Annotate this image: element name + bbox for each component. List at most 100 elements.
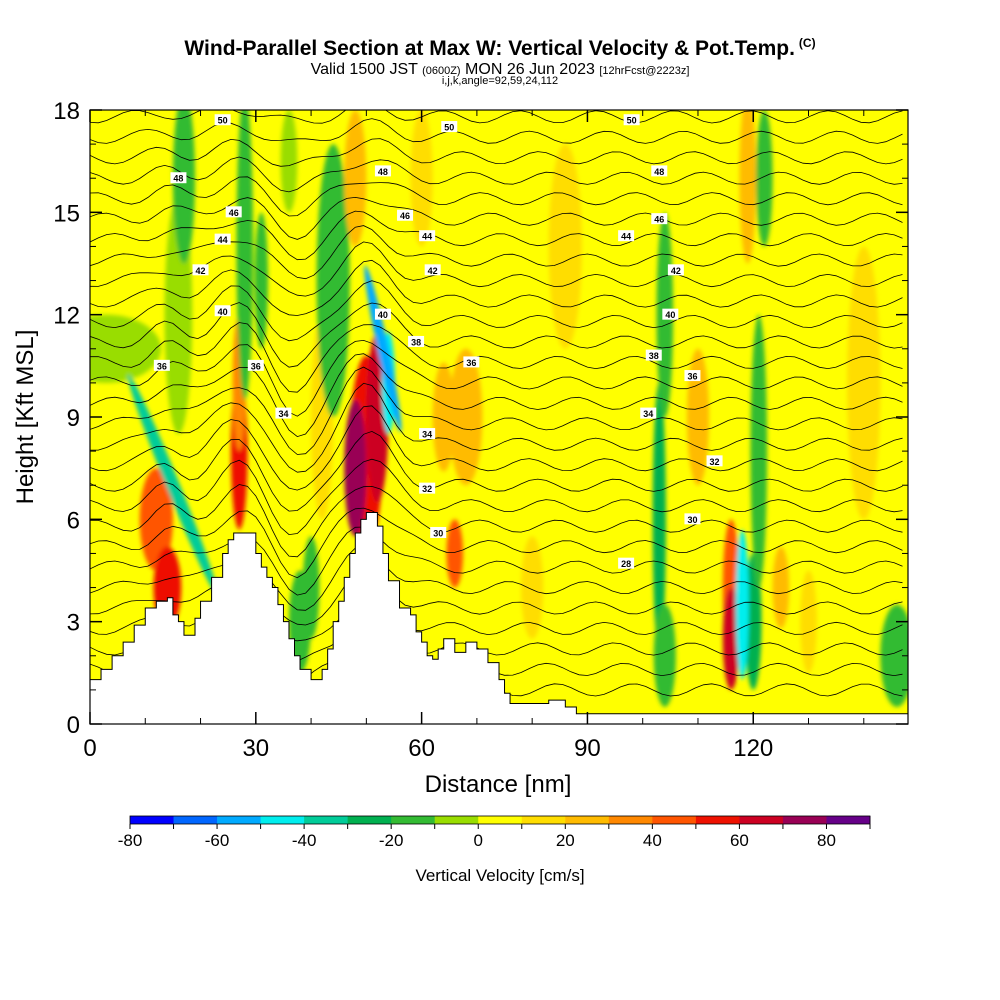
colorbar-label: Vertical Velocity [cm/s] [415, 866, 584, 885]
colorbar-swatch [304, 816, 349, 824]
theta-label-bg [419, 428, 436, 440]
colorbar-swatch [130, 816, 175, 824]
y-tick-label: 0 [67, 712, 80, 739]
w-cell [756, 110, 773, 247]
w-cell [686, 348, 710, 486]
y-tick-label: 6 [67, 507, 80, 534]
w-cell [280, 110, 298, 213]
theta-contour-label: 34 [419, 428, 436, 440]
theta-contour-label: 50 [214, 114, 231, 126]
theta-contour-line [90, 430, 903, 512]
theta-label-bg [651, 213, 668, 225]
y-tick-label: 3 [67, 610, 80, 637]
theta-label-text: 28 [621, 559, 631, 569]
w-region [90, 314, 161, 383]
theta-label-text: 38 [649, 351, 659, 361]
colorbar-swatch [173, 816, 218, 824]
theta-contour-label: 30 [684, 513, 701, 525]
theta-label-text: 30 [433, 528, 443, 538]
theta-label-bg [153, 359, 170, 371]
plot-area: 50 50 50 48 48 48 46 46 46 44 44 44 42 42 42 40 40 40 38 38… [90, 84, 908, 724]
colorbar-tick-label: 20 [556, 831, 575, 850]
theta-contour-label: 38 [645, 349, 662, 361]
colorbar-swatch [695, 816, 740, 824]
x-tick-label: 30 [242, 735, 269, 762]
w-cell [847, 246, 881, 520]
colorbar-frame [129, 815, 871, 825]
w-cell [744, 553, 762, 690]
colorbar-tick-label: -80 [118, 831, 143, 850]
colorbar-swatch [739, 816, 784, 824]
w-cell [735, 529, 749, 680]
theta-label-text: 34 [278, 409, 288, 419]
theta-label-text: 34 [643, 409, 653, 419]
theta-contour-label: 40 [662, 308, 679, 320]
theta-contour-label: 36 [153, 359, 170, 371]
theta-contour-label: 46 [397, 209, 414, 221]
theta-contour-label: 36 [247, 359, 264, 371]
theta-label-text: 44 [422, 232, 432, 242]
theta-label-bg [192, 264, 209, 276]
theta-contour-label: 48 [374, 165, 391, 177]
theta-label-bg [424, 264, 441, 276]
colorbar-swatch [434, 816, 479, 824]
theta-label-bg [684, 370, 701, 382]
theta-label-bg [214, 114, 231, 126]
theta-label-bg [419, 230, 436, 242]
colorbar-swatch [608, 816, 653, 824]
theta-contour-line [90, 196, 903, 240]
valid-utc: (0600Z) [422, 65, 461, 77]
theta-contour-line [90, 210, 903, 261]
theta-label-bg [463, 356, 480, 368]
w-cell [587, 229, 610, 400]
theta-label-text: 40 [218, 307, 228, 317]
theta-contour-label: 36 [684, 370, 701, 382]
w-cell [236, 110, 254, 400]
chart-subtitle: Valid 1500 JST (0600Z) MON 26 Jun 2023 [… [0, 61, 1000, 79]
theta-contour-label: 32 [706, 455, 723, 467]
theta-contour-label: 42 [192, 264, 209, 276]
theta-label-bg [651, 165, 668, 177]
x-tick-label: 0 [83, 735, 96, 762]
w-cell [772, 546, 790, 629]
theta-contour-label: 44 [618, 230, 635, 242]
theta-contour-label: 44 [214, 233, 231, 245]
theta-label-text: 44 [218, 235, 228, 245]
theta-label-bg [618, 230, 635, 242]
theta-label-bg [662, 308, 679, 320]
theta-label-text: 50 [627, 116, 637, 126]
colorbar-swatch [217, 816, 262, 824]
theta-contour-line [90, 176, 903, 217]
theta-label-bg [618, 557, 635, 569]
theta-contour-label: 50 [441, 121, 458, 133]
colorbar-swatch [391, 816, 436, 824]
theta-label-text: 46 [654, 215, 664, 225]
y-tick-label: 9 [67, 405, 80, 432]
theta-label-text: 30 [687, 515, 697, 525]
theta-contour-label: 32 [419, 482, 436, 494]
colorbar-tick-label: -20 [379, 831, 404, 850]
colorbar-swatch [521, 816, 566, 824]
w-cell [521, 536, 544, 639]
y-tick-label: 12 [53, 303, 80, 330]
w-cell [446, 519, 464, 588]
colorbar: -80 -60 -40 -20 0 20 40 60 80 [118, 815, 871, 850]
theta-contours: 50 50 50 48 48 48 46 46 46 44 44 44 42 42 42 40 40 40 38 38… [90, 84, 903, 709]
theta-contour-line [90, 138, 903, 167]
theta-label-bg [214, 233, 231, 245]
theta-label-bg [419, 482, 436, 494]
terrain-mask [90, 512, 908, 724]
theta-label-bg [225, 206, 242, 218]
theta-label-bg [170, 172, 187, 184]
theta-contour-line [90, 405, 903, 491]
theta-label-text: 48 [654, 167, 664, 177]
theta-label-bg [275, 407, 292, 419]
theta-label-text: 34 [422, 430, 432, 440]
colorbar-tick-label: 40 [643, 831, 662, 850]
y-tick-label: 18 [53, 98, 80, 125]
theta-contour-line [90, 84, 903, 105]
theta-contour-line [90, 382, 903, 473]
theta-label-bg [684, 513, 701, 525]
theta-contour-label: 34 [640, 407, 657, 419]
